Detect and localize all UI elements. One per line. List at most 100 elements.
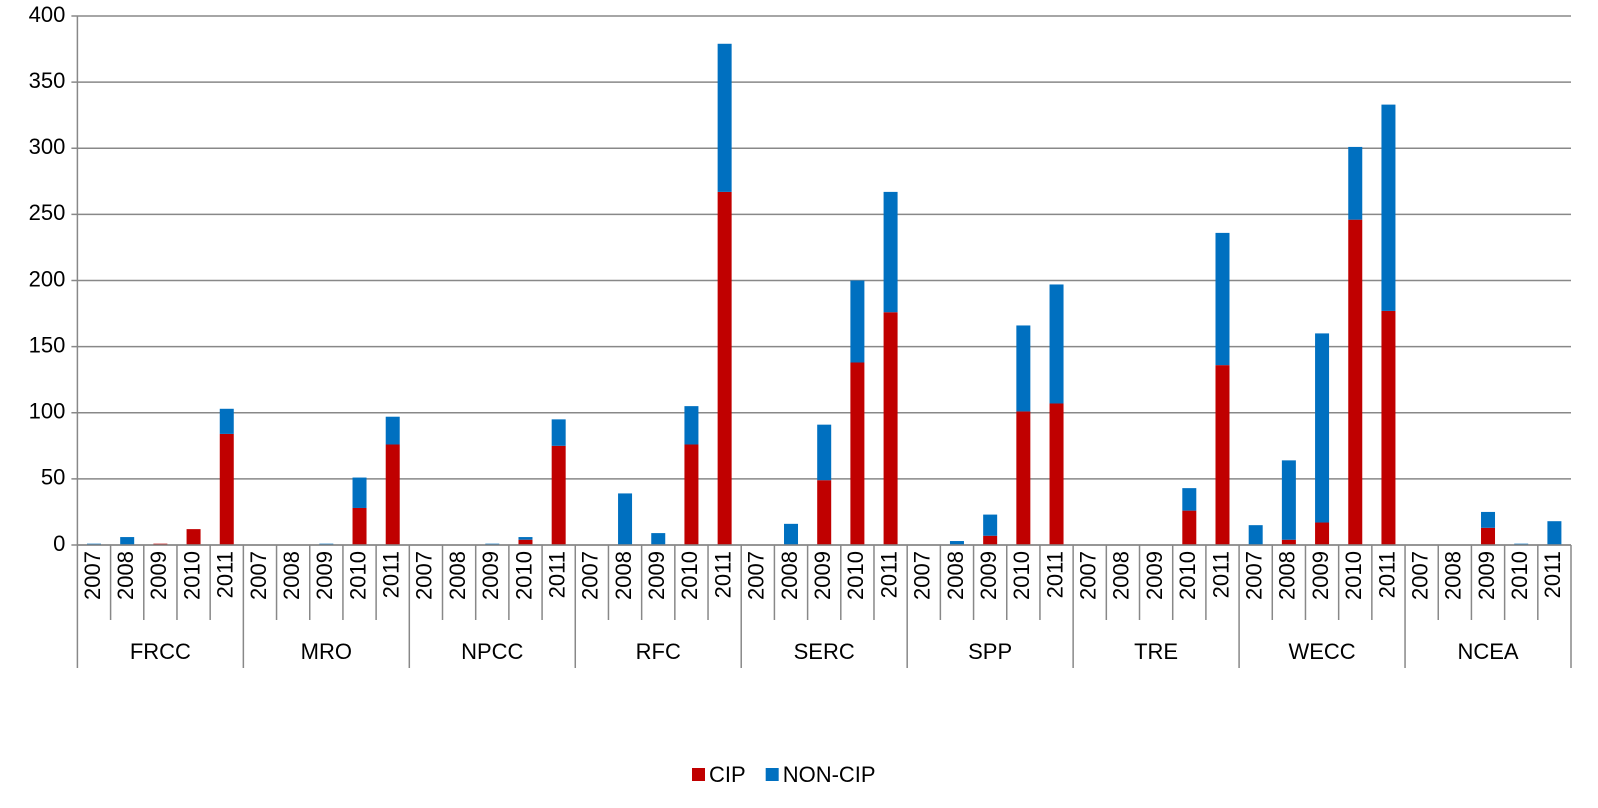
x-tick-label: 2009 xyxy=(146,551,171,600)
bar-segment xyxy=(883,191,898,313)
bar-segment xyxy=(883,312,898,545)
x-tick-label: 2011 xyxy=(544,551,569,598)
x-tick-label: 2010 xyxy=(677,551,702,600)
bar-segment xyxy=(219,433,234,545)
bar-segment xyxy=(186,529,201,545)
group-label: RFC xyxy=(636,639,681,664)
x-tick-label: 2010 xyxy=(1341,551,1366,600)
group-label: NCEA xyxy=(1457,639,1518,664)
group-label: FRCC xyxy=(130,639,191,664)
group-label: TRE xyxy=(1134,639,1178,664)
bar-segment xyxy=(651,533,666,545)
bar-segment xyxy=(949,541,964,545)
bar-segment xyxy=(1348,219,1363,546)
bar-segment xyxy=(1182,488,1197,511)
x-tick-label: 2008 xyxy=(1441,551,1466,600)
x-tick-label: 2007 xyxy=(80,551,105,600)
y-tick-label: 350 xyxy=(29,68,66,93)
bar-segment xyxy=(1049,284,1064,404)
bar-segment xyxy=(518,537,533,540)
bar-segment xyxy=(850,362,865,545)
y-tick-label: 400 xyxy=(29,2,66,27)
x-tick-label: 2011 xyxy=(1042,551,1067,598)
bar-segment xyxy=(1348,146,1363,220)
x-tick-label: 2008 xyxy=(1109,551,1134,600)
bar-segment xyxy=(983,535,998,545)
x-tick-label: 2010 xyxy=(179,551,204,600)
x-tick-label: 2009 xyxy=(1474,551,1499,600)
x-tick-label: 2011 xyxy=(876,551,901,598)
x-tick-label: 2007 xyxy=(910,551,935,600)
bar-segment xyxy=(1016,325,1031,412)
x-tick-label: 2008 xyxy=(279,551,304,600)
x-tick-label: 2008 xyxy=(113,551,138,600)
x-tick-label: 2009 xyxy=(1308,551,1333,600)
x-tick-label: 2009 xyxy=(976,551,1001,600)
x-tick-label: 2011 xyxy=(1540,551,1565,598)
bar-segment xyxy=(784,523,799,545)
x-tick-label: 2011 xyxy=(1208,551,1233,598)
bar-segment xyxy=(684,406,699,445)
bar-segment xyxy=(352,477,367,508)
bar-segment xyxy=(684,444,699,545)
bar-segment xyxy=(717,191,732,545)
group-label: SPP xyxy=(968,639,1012,664)
bar-segment xyxy=(1381,104,1396,311)
legend-label: NON-CIP xyxy=(783,762,876,787)
x-tick-label: 2010 xyxy=(1175,551,1200,600)
bar-segment xyxy=(983,514,998,536)
bar-segment xyxy=(385,416,400,445)
legend-label: CIP xyxy=(709,762,746,787)
x-tick-label: 2010 xyxy=(843,551,868,600)
y-tick-label: 100 xyxy=(29,399,66,424)
bar-segment xyxy=(1049,403,1064,545)
bar-segment xyxy=(717,43,732,192)
legend-swatch xyxy=(692,768,705,781)
x-tick-label: 2007 xyxy=(1407,551,1432,600)
x-tick-label: 2011 xyxy=(379,551,404,598)
x-tick-label: 2010 xyxy=(1009,551,1034,600)
x-tick-label: 2008 xyxy=(611,551,636,600)
bar-segment xyxy=(120,537,135,545)
x-tick-label: 2009 xyxy=(644,551,669,600)
group-label: NPCC xyxy=(461,639,523,664)
x-tick-label: 2007 xyxy=(744,551,769,600)
y-tick-label: 0 xyxy=(53,531,65,556)
x-tick-label: 2008 xyxy=(1275,551,1300,600)
x-tick-label: 2011 xyxy=(213,551,238,598)
bar-segment xyxy=(551,445,566,545)
bar-segment xyxy=(219,408,234,434)
x-tick-label: 2010 xyxy=(345,551,370,600)
x-tick-label: 2007 xyxy=(412,551,437,600)
bar-segment xyxy=(618,493,633,545)
x-tick-label: 2007 xyxy=(1076,551,1101,600)
x-tick-label: 2011 xyxy=(710,551,735,598)
x-tick-label: 2008 xyxy=(943,551,968,600)
bar-segment xyxy=(1547,521,1562,545)
x-tick-label: 2009 xyxy=(810,551,835,600)
x-tick-label: 2009 xyxy=(478,551,503,600)
x-tick-label: 2008 xyxy=(445,551,470,600)
bar-segment xyxy=(1315,522,1330,545)
x-tick-label: 2009 xyxy=(1142,551,1167,600)
bar-segment xyxy=(1016,411,1031,545)
bar-segment xyxy=(1281,460,1296,540)
bar-segment xyxy=(352,507,367,545)
x-tick-label: 2007 xyxy=(578,551,603,600)
group-label: WECC xyxy=(1288,639,1355,664)
group-label: SERC xyxy=(794,639,855,664)
bar-segment xyxy=(1381,310,1396,545)
bar-segment xyxy=(1215,232,1230,366)
bar-segment xyxy=(1248,525,1263,545)
bar-segment xyxy=(551,419,566,446)
x-tick-label: 2010 xyxy=(511,551,536,600)
bar-segment xyxy=(1481,527,1496,545)
x-tick-label: 2007 xyxy=(246,551,271,600)
bar-segment xyxy=(1281,539,1296,545)
bar-segment xyxy=(817,424,832,481)
y-tick-label: 50 xyxy=(41,465,65,490)
bar-segment xyxy=(1182,510,1197,545)
bar-segment xyxy=(850,280,865,363)
x-tick-label: 2009 xyxy=(312,551,337,600)
